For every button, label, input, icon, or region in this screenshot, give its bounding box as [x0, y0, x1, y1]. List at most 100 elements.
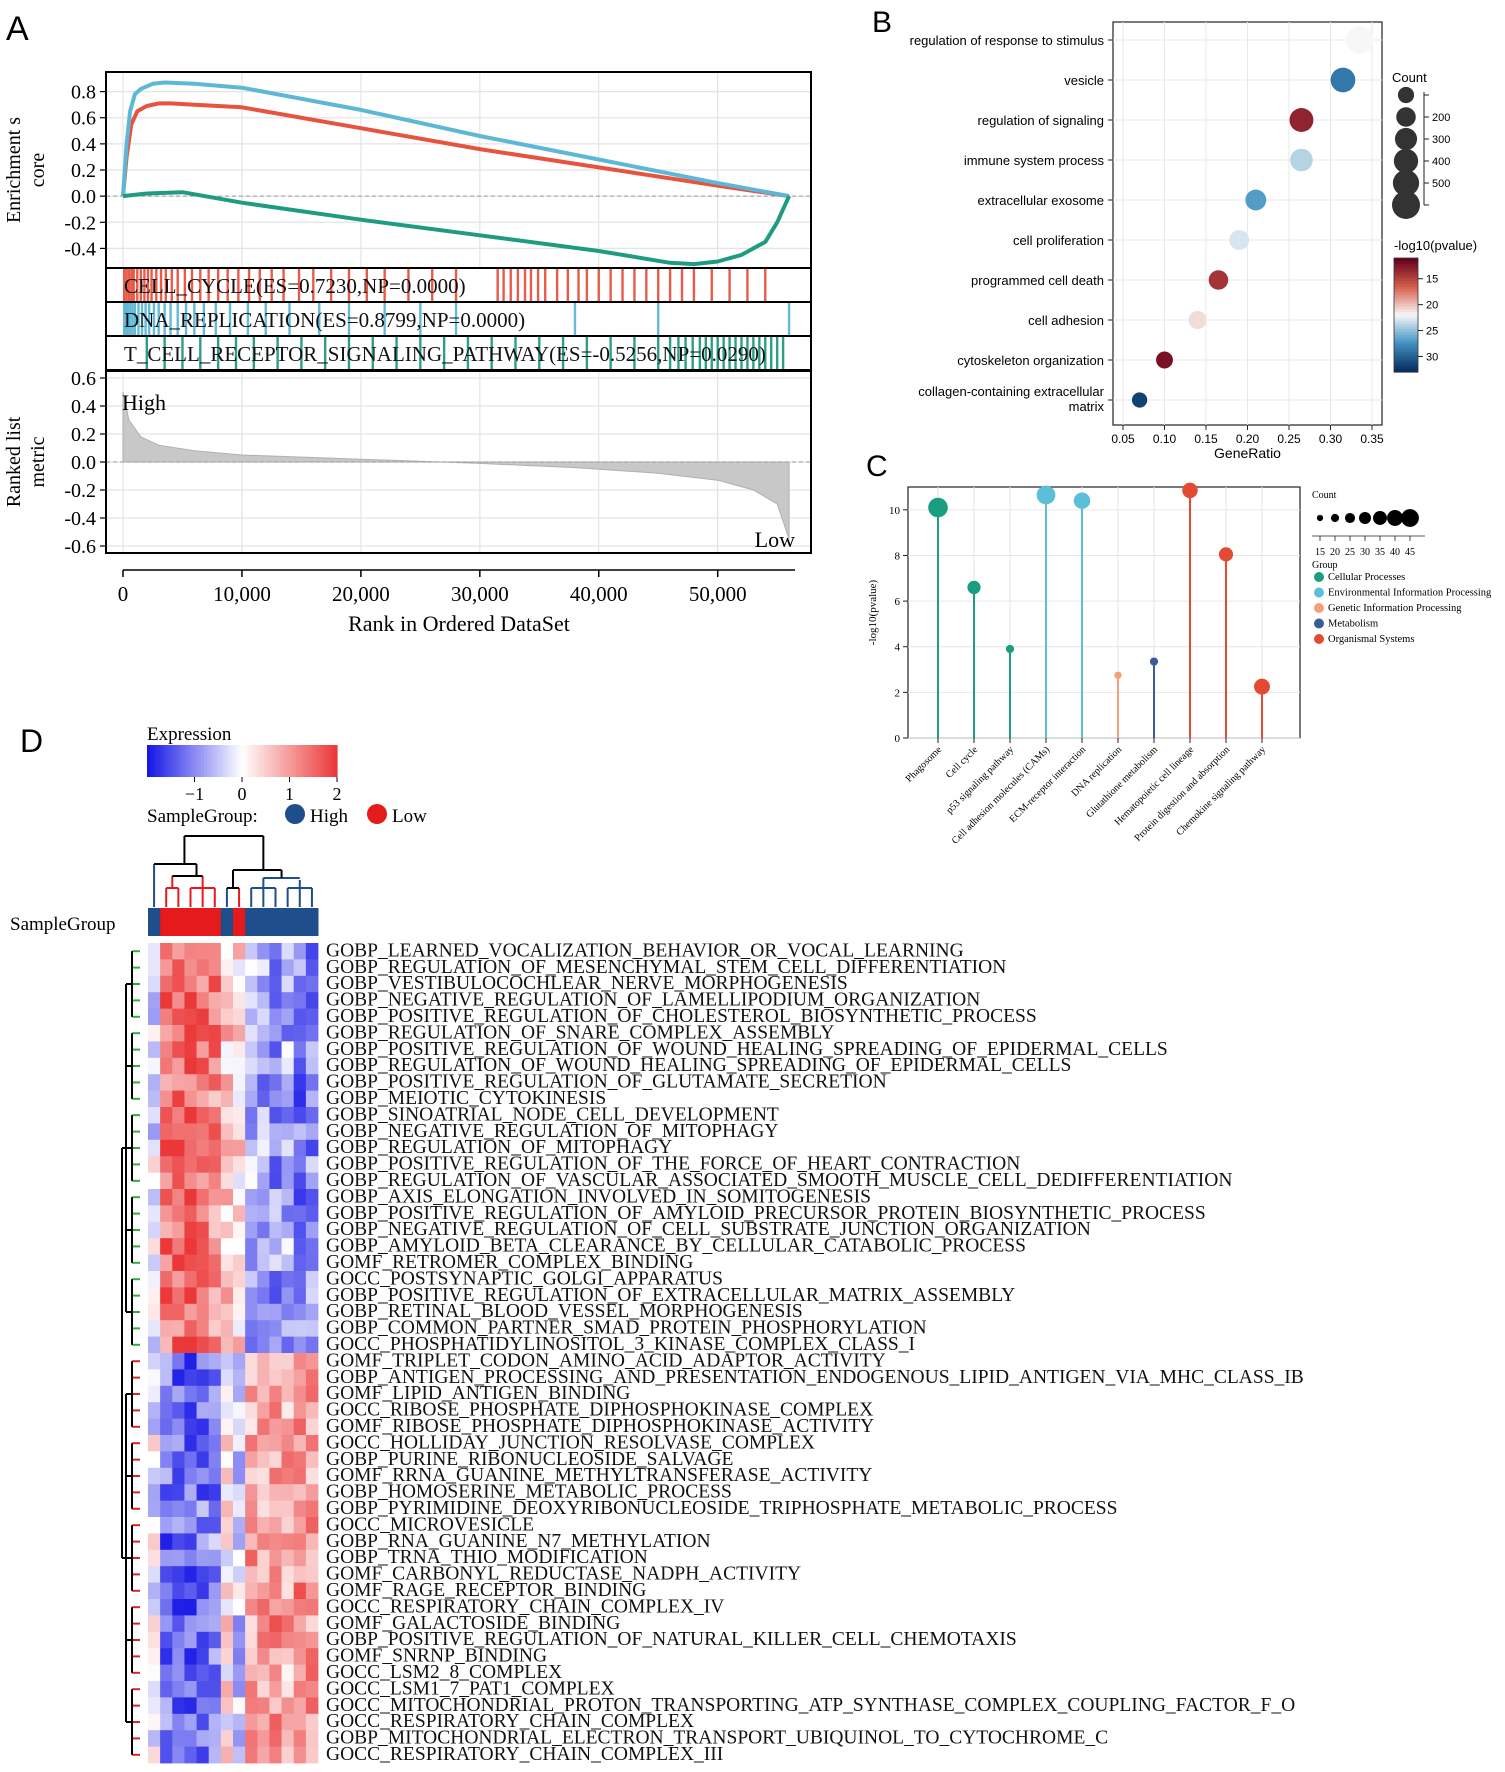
- heatmap-cell-45-9: [257, 1681, 270, 1698]
- heatmap-cell-31-1: [160, 1451, 173, 1469]
- heatmap-cell-31-13: [305, 1451, 319, 1469]
- heatmap-cell-37-13: [305, 1549, 319, 1567]
- d-legend-cell-1: [150, 745, 154, 777]
- heatmap-cell-24-11: [281, 1336, 295, 1354]
- heatmap-cell-48-11: [281, 1730, 295, 1747]
- heatmap-cell-35-3: [184, 1517, 197, 1534]
- heatmap-cell-32-8: [245, 1467, 258, 1485]
- heatmap-cell-1-11: [281, 959, 295, 977]
- heatmap-cell-20-2: [172, 1271, 185, 1288]
- heatmap-cell-48-13: [305, 1730, 319, 1747]
- heatmap-cell-9-6: [220, 1090, 234, 1108]
- heatmap-cell-5-5: [208, 1025, 222, 1042]
- heatmap-cell-48-9: [257, 1730, 270, 1747]
- b-colorbar-cell-22: [1394, 320, 1418, 325]
- heatmap-cell-16-1: [160, 1205, 173, 1223]
- heatmap-cell-21-7: [233, 1287, 246, 1305]
- heatmap-cell-11-2: [172, 1123, 185, 1141]
- heatmap-cell-40-2: [172, 1599, 185, 1616]
- heatmap-cell-39-3: [184, 1582, 197, 1600]
- heatmap-cell-34-1: [160, 1500, 173, 1518]
- es-ytick-label: 0.8: [71, 82, 96, 104]
- heatmap-cell-43-5: [208, 1648, 222, 1665]
- heatmap-cell-26-4: [196, 1369, 210, 1387]
- heatmap-cell-42-10: [269, 1631, 282, 1649]
- heatmap-cell-15-10: [269, 1189, 282, 1206]
- heatmap-cell-39-5: [208, 1582, 222, 1600]
- heatmap-cell-40-3: [184, 1599, 197, 1616]
- heatmap-cell-31-3: [184, 1451, 197, 1469]
- d-samplegroup-cell-2: [172, 908, 185, 936]
- heatmap-cell-27-2: [172, 1385, 185, 1403]
- heatmap-cell-8-9: [257, 1074, 270, 1091]
- heatmap-row-label: GOMF_SNRNP_BINDING: [326, 1646, 547, 1667]
- b-size-legend-title: Count: [1392, 70, 1427, 85]
- d-legend-cell-38: [267, 745, 272, 777]
- heatmap-row-label: GOBP_POSITIVE_REGULATION_OF_NATURAL_KILL…: [326, 1629, 1017, 1650]
- heatmap-cell-6-10: [269, 1041, 282, 1059]
- c-size-legend-dot-0: [1316, 514, 1324, 522]
- d-legend-cell-2: [153, 745, 158, 777]
- heatmap-cell-35-8: [245, 1517, 258, 1534]
- heatmap-cell-2-4: [196, 975, 210, 993]
- heatmap-cell-33-3: [184, 1484, 197, 1501]
- heatmap-cell-45-13: [305, 1681, 319, 1698]
- heatmap-cell-47-9: [257, 1713, 270, 1731]
- heatmap-cell-30-11: [281, 1435, 295, 1452]
- rank-ytick-label: -0.2: [64, 480, 96, 502]
- heatmap-cell-33-8: [245, 1484, 258, 1501]
- d-samplegroup-cell-6: [220, 908, 234, 936]
- b-dot-5: [1229, 230, 1250, 250]
- b-xtick-label: 0.35: [1360, 432, 1384, 446]
- b-colorbar-cell-35: [1394, 357, 1418, 362]
- heatmap-cell-19-5: [208, 1254, 222, 1272]
- heatmap-cell-6-3: [184, 1041, 197, 1059]
- heatmap-cell-38-2: [172, 1566, 185, 1583]
- heatmap-row-label: GOCC_PHOSPHATIDYLINOSITOL_3_KINASE_COMPL…: [326, 1334, 915, 1355]
- heatmap-cell-40-8: [245, 1599, 258, 1616]
- heatmap-cell-34-5: [208, 1500, 222, 1518]
- heatmap-cell-2-11: [281, 975, 295, 993]
- heatmap-cell-15-4: [196, 1189, 210, 1206]
- heatmap-cell-38-0: [148, 1566, 161, 1583]
- heatmap-cell-46-12: [293, 1697, 307, 1715]
- b-colorbar-cell-11: [1394, 289, 1418, 293]
- heatmap-cell-44-12: [293, 1664, 307, 1682]
- heatmap-cell-11-4: [196, 1123, 210, 1141]
- heatmap-cell-41-3: [184, 1615, 197, 1633]
- heatmap-cell-12-9: [257, 1139, 270, 1157]
- heatmap-cell-29-7: [233, 1418, 246, 1436]
- heatmap-cell-36-1: [160, 1533, 173, 1551]
- heatmap-cell-8-4: [196, 1074, 210, 1091]
- heatmap-cell-49-7: [233, 1746, 246, 1764]
- heatmap-cell-42-9: [257, 1631, 270, 1649]
- heatmap-cell-21-10: [269, 1287, 282, 1305]
- b-category-label: collagen-containing extracellular: [918, 384, 1104, 399]
- heatmap-cell-45-11: [281, 1681, 295, 1698]
- heatmap-cell-32-10: [269, 1467, 282, 1485]
- b-xtick-label: 0.25: [1277, 432, 1301, 446]
- heatmap-cell-43-9: [257, 1648, 270, 1665]
- heatmap-cell-15-3: [184, 1189, 197, 1206]
- heatmap-row-label: GOBP_HOMOSERINE_METABOLIC_PROCESS: [326, 1482, 732, 1503]
- heatmap-cell-30-6: [220, 1435, 234, 1452]
- d-legend-cell-22: [216, 745, 221, 777]
- strip-label-dna-replication: DNA_REPLICATION(ES=0.8799,NP=0.0000): [124, 308, 525, 332]
- heatmap-cell-42-1: [160, 1631, 173, 1649]
- heatmap-cell-35-9: [257, 1517, 270, 1534]
- heatmap-row-label: GOBP_REGULATION_OF_SNARE_COMPLEX_ASSEMBL…: [326, 1022, 834, 1043]
- heatmap-cell-22-10: [269, 1303, 282, 1321]
- c-dot-7: [1182, 482, 1198, 499]
- heatmap-cell-49-11: [281, 1746, 295, 1764]
- heatmap-cell-36-13: [305, 1533, 319, 1551]
- es-ytick-label: 0.4: [71, 134, 96, 156]
- heatmap-cell-18-10: [269, 1238, 282, 1255]
- heatmap-cell-27-12: [293, 1385, 307, 1403]
- heatmap-cell-43-7: [233, 1648, 246, 1665]
- heatmap-cell-0-8: [245, 943, 258, 960]
- a-xtick-label: 30,000: [451, 582, 509, 606]
- es-ylabel: core: [27, 153, 49, 188]
- heatmap-cell-27-13: [305, 1385, 319, 1403]
- d-legend-cell-15: [194, 745, 199, 777]
- heatmap-cell-35-13: [305, 1517, 319, 1534]
